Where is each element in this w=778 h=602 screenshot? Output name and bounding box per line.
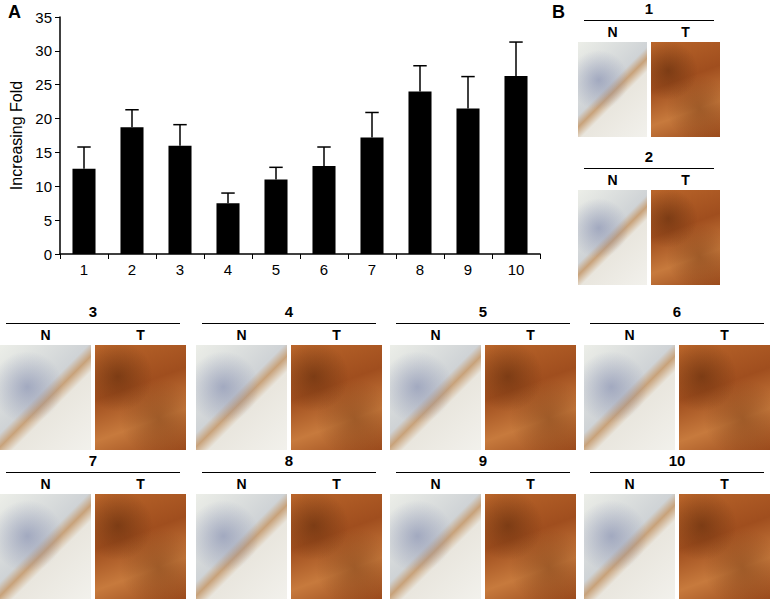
html-text:T: T <box>332 327 341 343</box>
html-text:5: 5 <box>478 303 488 320</box>
html-text:9: 9 <box>478 452 488 469</box>
html-text:4: 4 <box>284 303 294 320</box>
html-text:T: T <box>332 476 341 492</box>
html-text:B: B <box>552 2 565 22</box>
svg-text:15: 15 <box>35 144 52 161</box>
html-text:T: T <box>720 476 729 492</box>
svg-text:1: 1 <box>80 261 88 278</box>
html-text:N: N <box>607 172 618 188</box>
svg-text:25: 25 <box>35 76 52 93</box>
html-text:N: N <box>40 476 51 492</box>
html-text:N: N <box>40 327 51 343</box>
html-text:N: N <box>236 476 247 492</box>
html-text:8: 8 <box>284 452 294 469</box>
html-text:6: 6 <box>672 303 682 320</box>
html-text:N: N <box>607 24 618 40</box>
svg-text:7: 7 <box>368 261 376 278</box>
svg-text:35: 35 <box>35 9 52 26</box>
html-text:N: N <box>624 327 635 343</box>
html-text:T: T <box>681 172 690 188</box>
svg-text:5: 5 <box>272 261 280 278</box>
html-text:3: 3 <box>88 303 98 320</box>
svg-text:5: 5 <box>44 212 52 229</box>
html-text:1: 1 <box>644 0 654 17</box>
svg-text:30: 30 <box>35 42 52 59</box>
html-text:N: N <box>430 476 441 492</box>
svg-text:0: 0 <box>44 246 52 263</box>
svg-text:4: 4 <box>224 261 232 278</box>
svg-text:8: 8 <box>416 261 424 278</box>
svg-text:10: 10 <box>508 261 525 278</box>
svg-text:20: 20 <box>35 110 52 127</box>
html-text:T: T <box>526 476 535 492</box>
html-text:N: N <box>430 327 441 343</box>
svg-text:6: 6 <box>320 261 328 278</box>
html-text:T: T <box>681 24 690 40</box>
html-text:T: T <box>136 476 145 492</box>
svg-text:10: 10 <box>35 178 52 195</box>
svg-text:Increasing Fold: Increasing Fold <box>8 81 25 190</box>
html-text:A: A <box>8 2 21 22</box>
html-text:10: 10 <box>668 452 686 469</box>
html-text:T: T <box>720 327 729 343</box>
html-text:N: N <box>236 327 247 343</box>
svg-text:3: 3 <box>176 261 184 278</box>
html-text:N: N <box>624 476 635 492</box>
html-text:2: 2 <box>644 148 654 165</box>
svg-text:2: 2 <box>128 261 136 278</box>
html-text:T: T <box>136 327 145 343</box>
html-text:T: T <box>526 327 535 343</box>
svg-text:9: 9 <box>464 261 472 278</box>
html-text:7: 7 <box>88 452 98 469</box>
